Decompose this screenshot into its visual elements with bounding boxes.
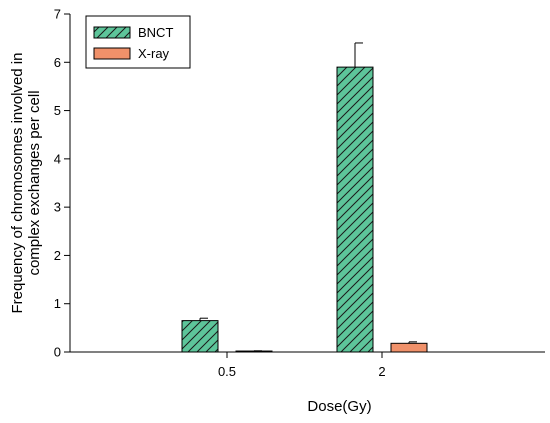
- bar-bnct-0-5: [181, 320, 219, 353]
- legend-label-x-ray: X-ray: [138, 46, 170, 61]
- y-tick-label: 7: [54, 7, 61, 22]
- y-tick-label: 5: [54, 103, 61, 118]
- y-tick-label: 1: [54, 296, 61, 311]
- legend-label-bnct: BNCT: [138, 25, 173, 40]
- bar-bnct-2: [336, 66, 374, 353]
- y-axis-label: Frequency of chromosomes involved incomp…: [9, 53, 43, 314]
- bar-x-ray-2: [390, 342, 428, 353]
- y-axis-label-line: Frequency of chromosomes involved in: [9, 53, 26, 314]
- y-tick-label: 2: [54, 248, 61, 263]
- y-tick-label: 0: [54, 345, 61, 360]
- y-tick-label: 3: [54, 200, 61, 215]
- x-tick-label: 2: [378, 364, 385, 379]
- y-tick-label: 4: [54, 151, 61, 166]
- y-axis-label-line: complex exchanges per cell: [26, 90, 43, 275]
- legend-swatch-bnct: [93, 26, 131, 39]
- y-tick-label: 6: [54, 55, 61, 70]
- legend-swatch-x-ray: [93, 47, 131, 60]
- x-axis-label: Dose(Gy): [307, 398, 371, 415]
- x-tick-label: 0.5: [218, 364, 236, 379]
